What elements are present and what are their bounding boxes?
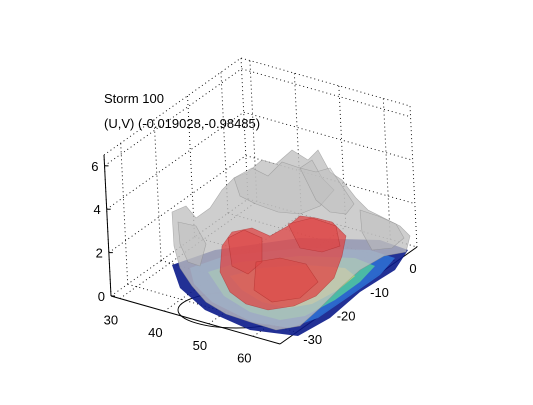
x-tick-label: 50 [193,338,207,353]
inner-isosurface-patch [287,217,341,253]
outer-isosurface-patch [299,167,355,215]
gridline-z [106,111,413,210]
inner-isosurface-patch [227,229,263,275]
z-tick-label: 2 [96,246,103,261]
inner-isosurface-patch [219,215,347,311]
y-tick-label: -10 [370,285,389,300]
z-tick-label: 0 [98,289,105,304]
outer-isosurface-patch [359,209,405,251]
x-tick-label: 40 [148,325,162,340]
box-top-rim [103,57,411,156]
z-tick-label: 4 [93,202,100,217]
gridline-y-wall [120,143,129,285]
y-tick-label: -30 [303,332,322,347]
tick-labels: 0 2 4 6 30 40 50 60 0 -10 -20 -30 [91,159,416,366]
gridline-y-wall [153,119,162,261]
chart-subtitle: (U,V) (-0.019028,-0.98485) [104,116,261,131]
inner-isosurface-patch [253,257,319,303]
x-tick-label: 30 [104,313,118,328]
y-tick-label: -20 [337,309,356,324]
z-tick-label: 6 [91,159,98,174]
x-axis [110,295,281,345]
box-edge [409,105,418,248]
chart-title: Storm 100 [104,91,164,106]
gridline-z [108,155,415,253]
inner-isosurface [219,215,347,311]
outer-isosurface-patch [177,221,207,267]
y-tick-label: 0 [409,261,416,276]
x-tick-label: 60 [237,350,251,365]
z-axis [103,154,112,297]
gridline-z [104,68,411,167]
